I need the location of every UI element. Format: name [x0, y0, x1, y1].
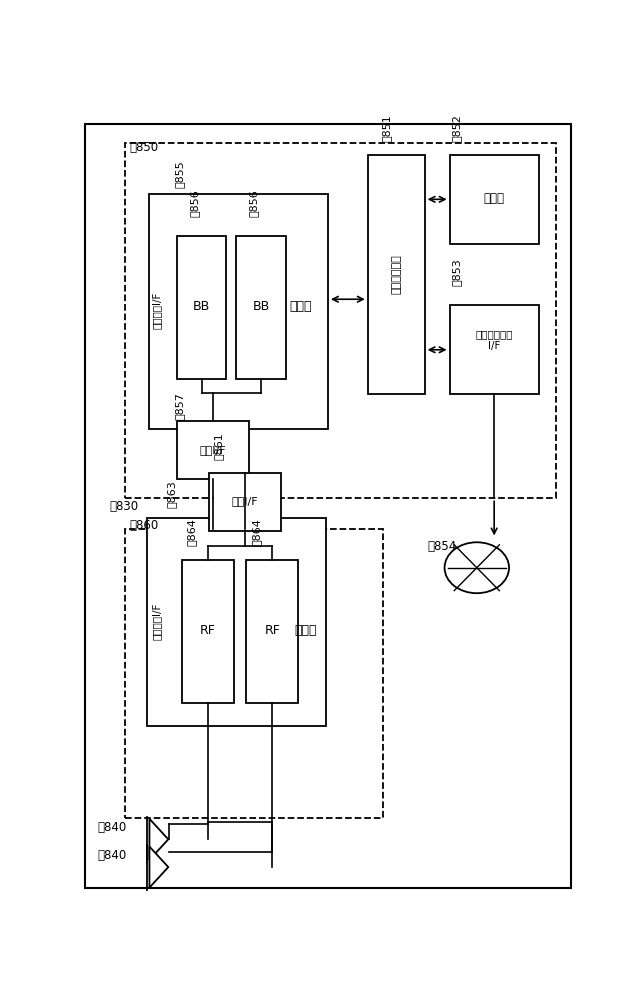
Text: ～852: ～852 [452, 114, 462, 142]
Text: RF: RF [264, 624, 280, 637]
Text: 接続I/F: 接続I/F [232, 496, 259, 506]
Text: ・・・: ・・・ [289, 301, 312, 314]
Text: ～860: ～860 [129, 519, 159, 532]
Bar [209, 473, 281, 531]
Text: 無線通信I/F: 無線通信I/F [152, 293, 162, 330]
Bar [236, 235, 286, 379]
Text: ・・・: ・・・ [294, 624, 317, 637]
Text: ～851: ～851 [381, 114, 391, 142]
Bar [449, 155, 539, 243]
Bar [177, 235, 227, 379]
Bar [125, 143, 556, 498]
Bar [177, 421, 248, 479]
Polygon shape [150, 847, 168, 888]
Bar [246, 560, 298, 702]
Bar [182, 560, 234, 702]
Bar [150, 193, 328, 429]
Polygon shape [150, 819, 168, 860]
Bar [449, 306, 539, 394]
Text: ネットワーク
I/F: ネットワーク I/F [476, 329, 513, 352]
Text: ～863: ～863 [167, 480, 177, 508]
Text: ～830: ～830 [110, 500, 139, 512]
Bar [367, 155, 425, 394]
Text: コントローラ: コントローラ [392, 255, 401, 295]
Text: 無線通信I/F: 無線通信I/F [152, 603, 162, 640]
Text: ～853: ～853 [452, 259, 462, 287]
Text: 接続I/F: 接続I/F [200, 445, 227, 455]
Text: ～864: ～864 [251, 518, 261, 546]
Text: メモリ: メモリ [484, 192, 505, 205]
Ellipse shape [445, 542, 509, 593]
Text: ～840: ～840 [97, 849, 127, 862]
Text: ～854: ～854 [428, 540, 456, 553]
Text: ～856: ～856 [248, 189, 259, 216]
Text: ～850: ～850 [129, 140, 159, 153]
Bar [125, 529, 383, 819]
Bar [147, 518, 326, 725]
Text: ～840: ～840 [97, 822, 127, 835]
Text: BB: BB [193, 301, 210, 314]
Text: RF: RF [200, 624, 216, 637]
Text: ～856: ～856 [189, 189, 199, 216]
Text: ～857: ～857 [174, 392, 184, 420]
Text: ～864: ～864 [187, 518, 196, 546]
Text: ～855: ～855 [174, 160, 184, 188]
Text: ～861: ～861 [214, 432, 224, 460]
Text: BB: BB [252, 301, 269, 314]
